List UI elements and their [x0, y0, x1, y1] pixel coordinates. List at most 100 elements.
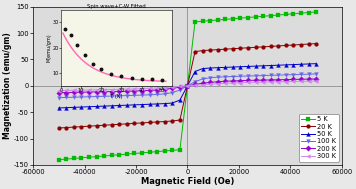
- 5 K: [299, 12, 303, 14]
- 20 K: [170, 120, 174, 122]
- 100 K: [231, 75, 235, 78]
- Line: 200 K: 200 K: [57, 77, 318, 95]
- 20 K: [132, 122, 137, 125]
- 5 K: [79, 157, 84, 159]
- 5 K: [276, 14, 281, 16]
- 100 K: [163, 93, 167, 95]
- 100 K: [110, 95, 114, 97]
- 50 K: [208, 67, 212, 69]
- 100 K: [170, 91, 174, 94]
- 300 K: [147, 87, 152, 89]
- 100 K: [246, 75, 250, 77]
- Line: 5 K: 5 K: [57, 10, 318, 162]
- 200 K: [102, 91, 106, 93]
- 20 K: [102, 124, 106, 126]
- 100 K: [155, 93, 159, 96]
- 5 K: [284, 13, 288, 15]
- 20 K: [72, 126, 76, 128]
- 100 K: [299, 73, 303, 76]
- 50 K: [193, 70, 197, 73]
- 50 K: [79, 106, 84, 108]
- 300 K: [79, 89, 84, 91]
- 5 K: [178, 149, 182, 151]
- 5 K: [170, 149, 174, 152]
- 300 K: [284, 81, 288, 83]
- 50 K: [155, 103, 159, 105]
- 200 K: [276, 79, 281, 81]
- 300 K: [64, 89, 68, 91]
- 20 K: [246, 47, 250, 49]
- 5 K: [125, 153, 129, 155]
- 200 K: [125, 90, 129, 92]
- 100 K: [72, 96, 76, 98]
- 100 K: [94, 95, 99, 98]
- 20 K: [193, 50, 197, 53]
- 5 K: [223, 18, 227, 21]
- 300 K: [110, 88, 114, 91]
- 100 K: [253, 75, 258, 77]
- 20 K: [125, 123, 129, 125]
- 200 K: [299, 78, 303, 80]
- 5 K: [140, 152, 144, 154]
- 300 K: [132, 88, 137, 90]
- 300 K: [170, 86, 174, 88]
- 20 K: [147, 121, 152, 124]
- Legend: 5 K, 20 K, 50 K, 100 K, 200 K, 300 K: 5 K, 20 K, 50 K, 100 K, 200 K, 300 K: [299, 114, 339, 162]
- 5 K: [117, 154, 121, 156]
- 300 K: [307, 80, 311, 82]
- 100 K: [291, 74, 295, 76]
- 100 K: [223, 76, 227, 78]
- 50 K: [110, 105, 114, 107]
- 300 K: [193, 84, 197, 86]
- 100 K: [64, 96, 68, 99]
- 200 K: [94, 91, 99, 93]
- 50 K: [291, 64, 295, 66]
- 20 K: [64, 126, 68, 129]
- 50 K: [216, 67, 220, 69]
- 100 K: [140, 94, 144, 96]
- 200 K: [314, 78, 318, 80]
- 300 K: [163, 86, 167, 89]
- 20 K: [117, 123, 121, 125]
- 100 K: [238, 75, 242, 77]
- 100 K: [102, 95, 106, 97]
- 100 K: [284, 74, 288, 76]
- 200 K: [223, 80, 227, 82]
- 5 K: [163, 150, 167, 152]
- 200 K: [193, 83, 197, 86]
- 200 K: [216, 81, 220, 83]
- 100 K: [314, 73, 318, 75]
- 300 K: [140, 88, 144, 90]
- 300 K: [125, 88, 129, 90]
- 200 K: [79, 91, 84, 93]
- 200 K: [117, 90, 121, 93]
- 50 K: [102, 105, 106, 107]
- 50 K: [163, 102, 167, 105]
- 200 K: [284, 78, 288, 81]
- 5 K: [94, 156, 99, 158]
- 100 K: [208, 77, 212, 79]
- 20 K: [284, 44, 288, 46]
- 5 K: [307, 11, 311, 14]
- 5 K: [102, 155, 106, 157]
- 50 K: [261, 65, 265, 67]
- 300 K: [246, 81, 250, 84]
- 100 K: [276, 74, 281, 76]
- 100 K: [185, 85, 190, 87]
- 100 K: [147, 94, 152, 96]
- 20 K: [200, 50, 205, 52]
- 20 K: [253, 46, 258, 48]
- 50 K: [72, 106, 76, 108]
- 20 K: [110, 124, 114, 126]
- 200 K: [57, 91, 61, 94]
- 300 K: [94, 89, 99, 91]
- 5 K: [193, 21, 197, 23]
- 5 K: [155, 150, 159, 153]
- 100 K: [125, 94, 129, 97]
- 5 K: [238, 17, 242, 19]
- 200 K: [291, 78, 295, 81]
- 50 K: [140, 103, 144, 106]
- 100 K: [87, 96, 91, 98]
- 50 K: [200, 67, 205, 70]
- 5 K: [314, 11, 318, 13]
